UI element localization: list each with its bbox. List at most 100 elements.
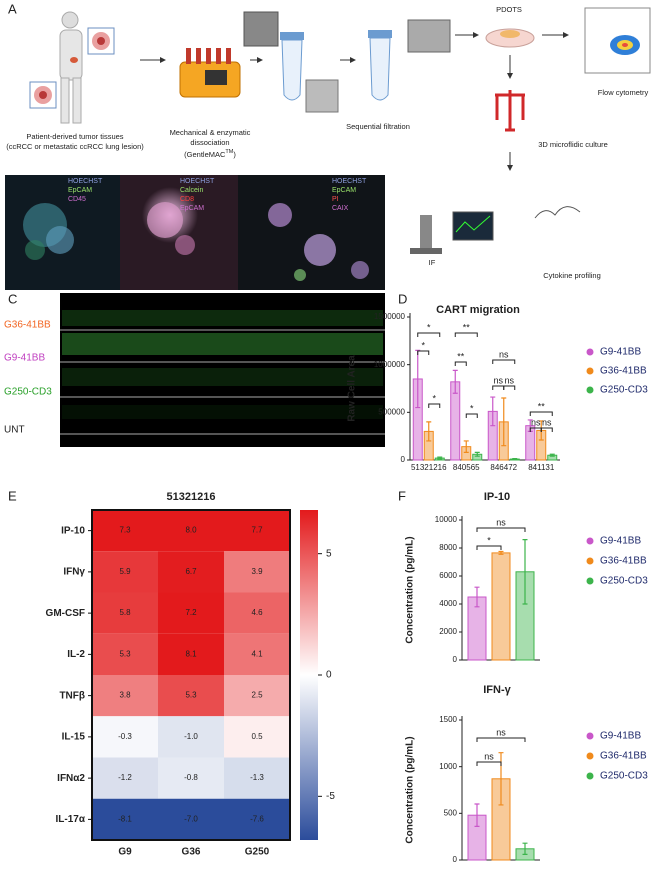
heatmap-frame [91,509,291,841]
significance-label: * [487,535,491,545]
significance-bracket [476,527,526,532]
y-tick-label: 1000000 [374,360,406,369]
cell-label: -8.1 [118,814,132,823]
error-bar [474,451,480,457]
condition-label: G9-41BB [4,353,45,364]
cell-label: -7.6 [250,814,264,823]
error-bar [498,752,504,806]
legend-marker [586,752,594,760]
error-bar [474,803,480,827]
significance-bracket [476,545,502,550]
stain-label: EpCAM [332,187,356,194]
bar [491,552,511,661]
legend-label: G250-CD3 [600,576,648,587]
error-bar [512,457,518,461]
y-tick-label: 1500000 [374,312,406,321]
legend-label: G36-41BB [600,556,647,567]
legend-marker [586,557,594,565]
condition-label: UNT [4,425,25,436]
y-axis-label: Concentration (pg/mL) [405,536,416,643]
error-bar [463,440,469,453]
x-tick-label: 841131 [528,463,555,472]
chart-title: CART migration [436,304,520,316]
cell-label: 2.5 [251,691,263,700]
col-label: G9 [118,847,132,858]
significance-label: * [421,340,425,350]
heatmap-cell [92,757,158,799]
colorbar-label: 0 [326,670,332,681]
heatmap-cell [224,716,290,758]
heatmap-cell [158,510,224,552]
col-label: G36 [182,847,201,858]
cell-label: 8.1 [185,649,197,658]
heatmap-cell [92,633,158,675]
colorbar-label: -5 [326,791,335,802]
y-tick-label: 10000 [435,515,458,524]
x-tick-label: 840565 [453,463,480,472]
significance-bracket [476,737,526,742]
significance-label: ** [538,401,546,411]
workflow-text: dissociation [190,138,229,147]
significance-label: * [470,403,474,413]
legend-marker [586,348,594,356]
error-bar [522,842,528,855]
y-tick-label: 4000 [439,599,457,608]
stain-label: HOECHST [180,178,215,185]
heatmap-cell [92,798,158,840]
legend-label: G36-41BB [600,366,647,377]
significance-bracket [476,761,502,766]
cell-label: -7.0 [184,814,198,823]
condition-label: G36-41BB [4,320,51,331]
panel-label: F [398,488,406,503]
migration-image [60,293,385,447]
chart-title: 51321216 [167,491,216,503]
chart-title: IP-10 [484,491,510,503]
significance-label: ns [504,375,514,385]
legend-marker [586,577,594,585]
significance-label: ns [496,517,506,527]
stain-label: EpCAM [68,187,92,194]
panel-label: D [398,291,407,306]
error-bar [522,539,528,605]
significance-label: * [427,322,431,332]
workflow-text: (GentleMACTM) [184,149,236,159]
y-tick-label: 500000 [378,407,405,416]
heatmap-cell [92,716,158,758]
legend-marker [586,772,594,780]
significance-label: * [432,393,436,403]
workflow-text: 3D microflidic culture [538,140,608,149]
significance-bracket [454,332,478,337]
heatmap-cell [92,510,158,552]
colorbar-label: 5 [326,548,332,559]
cell-label: 7.7 [251,526,263,535]
significance-bracket [465,413,478,418]
heatmap-cell [158,757,224,799]
cell-label: 4.1 [251,649,263,658]
y-tick-label: 0 [453,855,458,864]
cell-label: 3.8 [119,691,131,700]
y-tick-label: 500 [444,808,458,817]
significance-bracket [454,361,467,366]
cell-label: 7.2 [185,608,197,617]
y-axis-label: Concentration (pg/mL) [405,736,416,843]
cell-label: -1.3 [250,773,264,782]
error-bar [452,369,458,394]
cell-label: -0.8 [184,773,198,782]
heatmap-cell [224,675,290,717]
heatmap-cell [158,716,224,758]
x-tick-label: 846472 [490,463,517,472]
row-label: IFNα2 [57,773,85,784]
col-label: G250 [245,847,270,858]
stain-label: PI [332,196,339,203]
legend-label: G250-CD3 [600,771,648,782]
y-tick-label: 2000 [439,627,457,636]
cell-label: 8.0 [185,526,197,535]
heatmap-cell [224,798,290,840]
panel-label: E [8,488,17,503]
colorbar [300,510,318,840]
heatmap-cell [224,510,290,552]
cell-label: 5.3 [119,649,131,658]
y-tick-label: 0 [401,455,406,464]
row-label: IFNγ [63,567,85,578]
